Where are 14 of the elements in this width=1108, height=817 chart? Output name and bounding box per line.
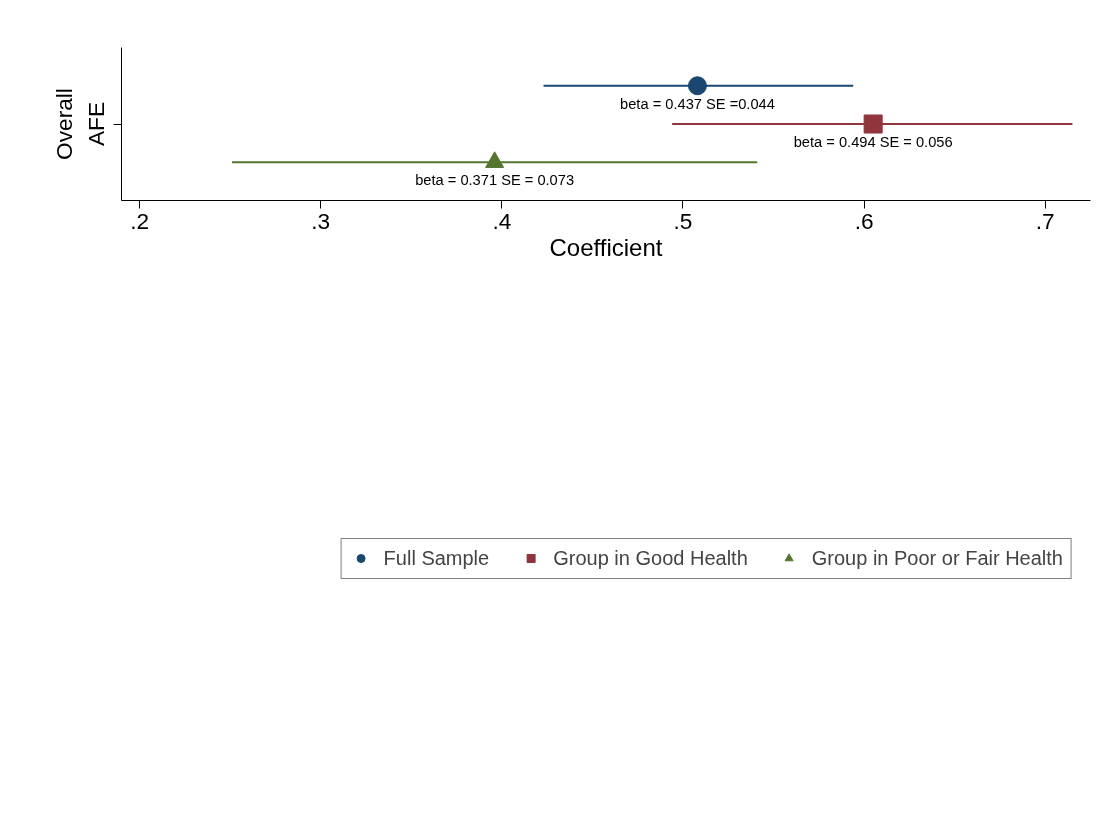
x-axis-title: Coefficient — [549, 233, 663, 261]
legend-label: Group in Good Health — [553, 546, 748, 570]
x-tick-label: .6 — [854, 207, 874, 234]
x-tick-label: .3 — [311, 207, 331, 234]
legend-label: Group in Poor or Fair Health — [811, 546, 1063, 570]
x-tick-label: .7 — [1035, 207, 1055, 234]
data-label: beta = 0.437 SE =0.044 — [620, 95, 775, 112]
x-tick-label: .4 — [492, 207, 512, 234]
data-label: beta = 0.494 SE = 0.056 — [793, 134, 953, 150]
x-tick-label: .2 — [130, 207, 150, 234]
legend-label: Full Sample — [383, 546, 490, 570]
y-tick-label: Overall AFE — [51, 88, 109, 160]
x-tick-label: .5 — [673, 207, 693, 234]
data-label: beta = 0.371 SE = 0.073 — [415, 172, 575, 189]
